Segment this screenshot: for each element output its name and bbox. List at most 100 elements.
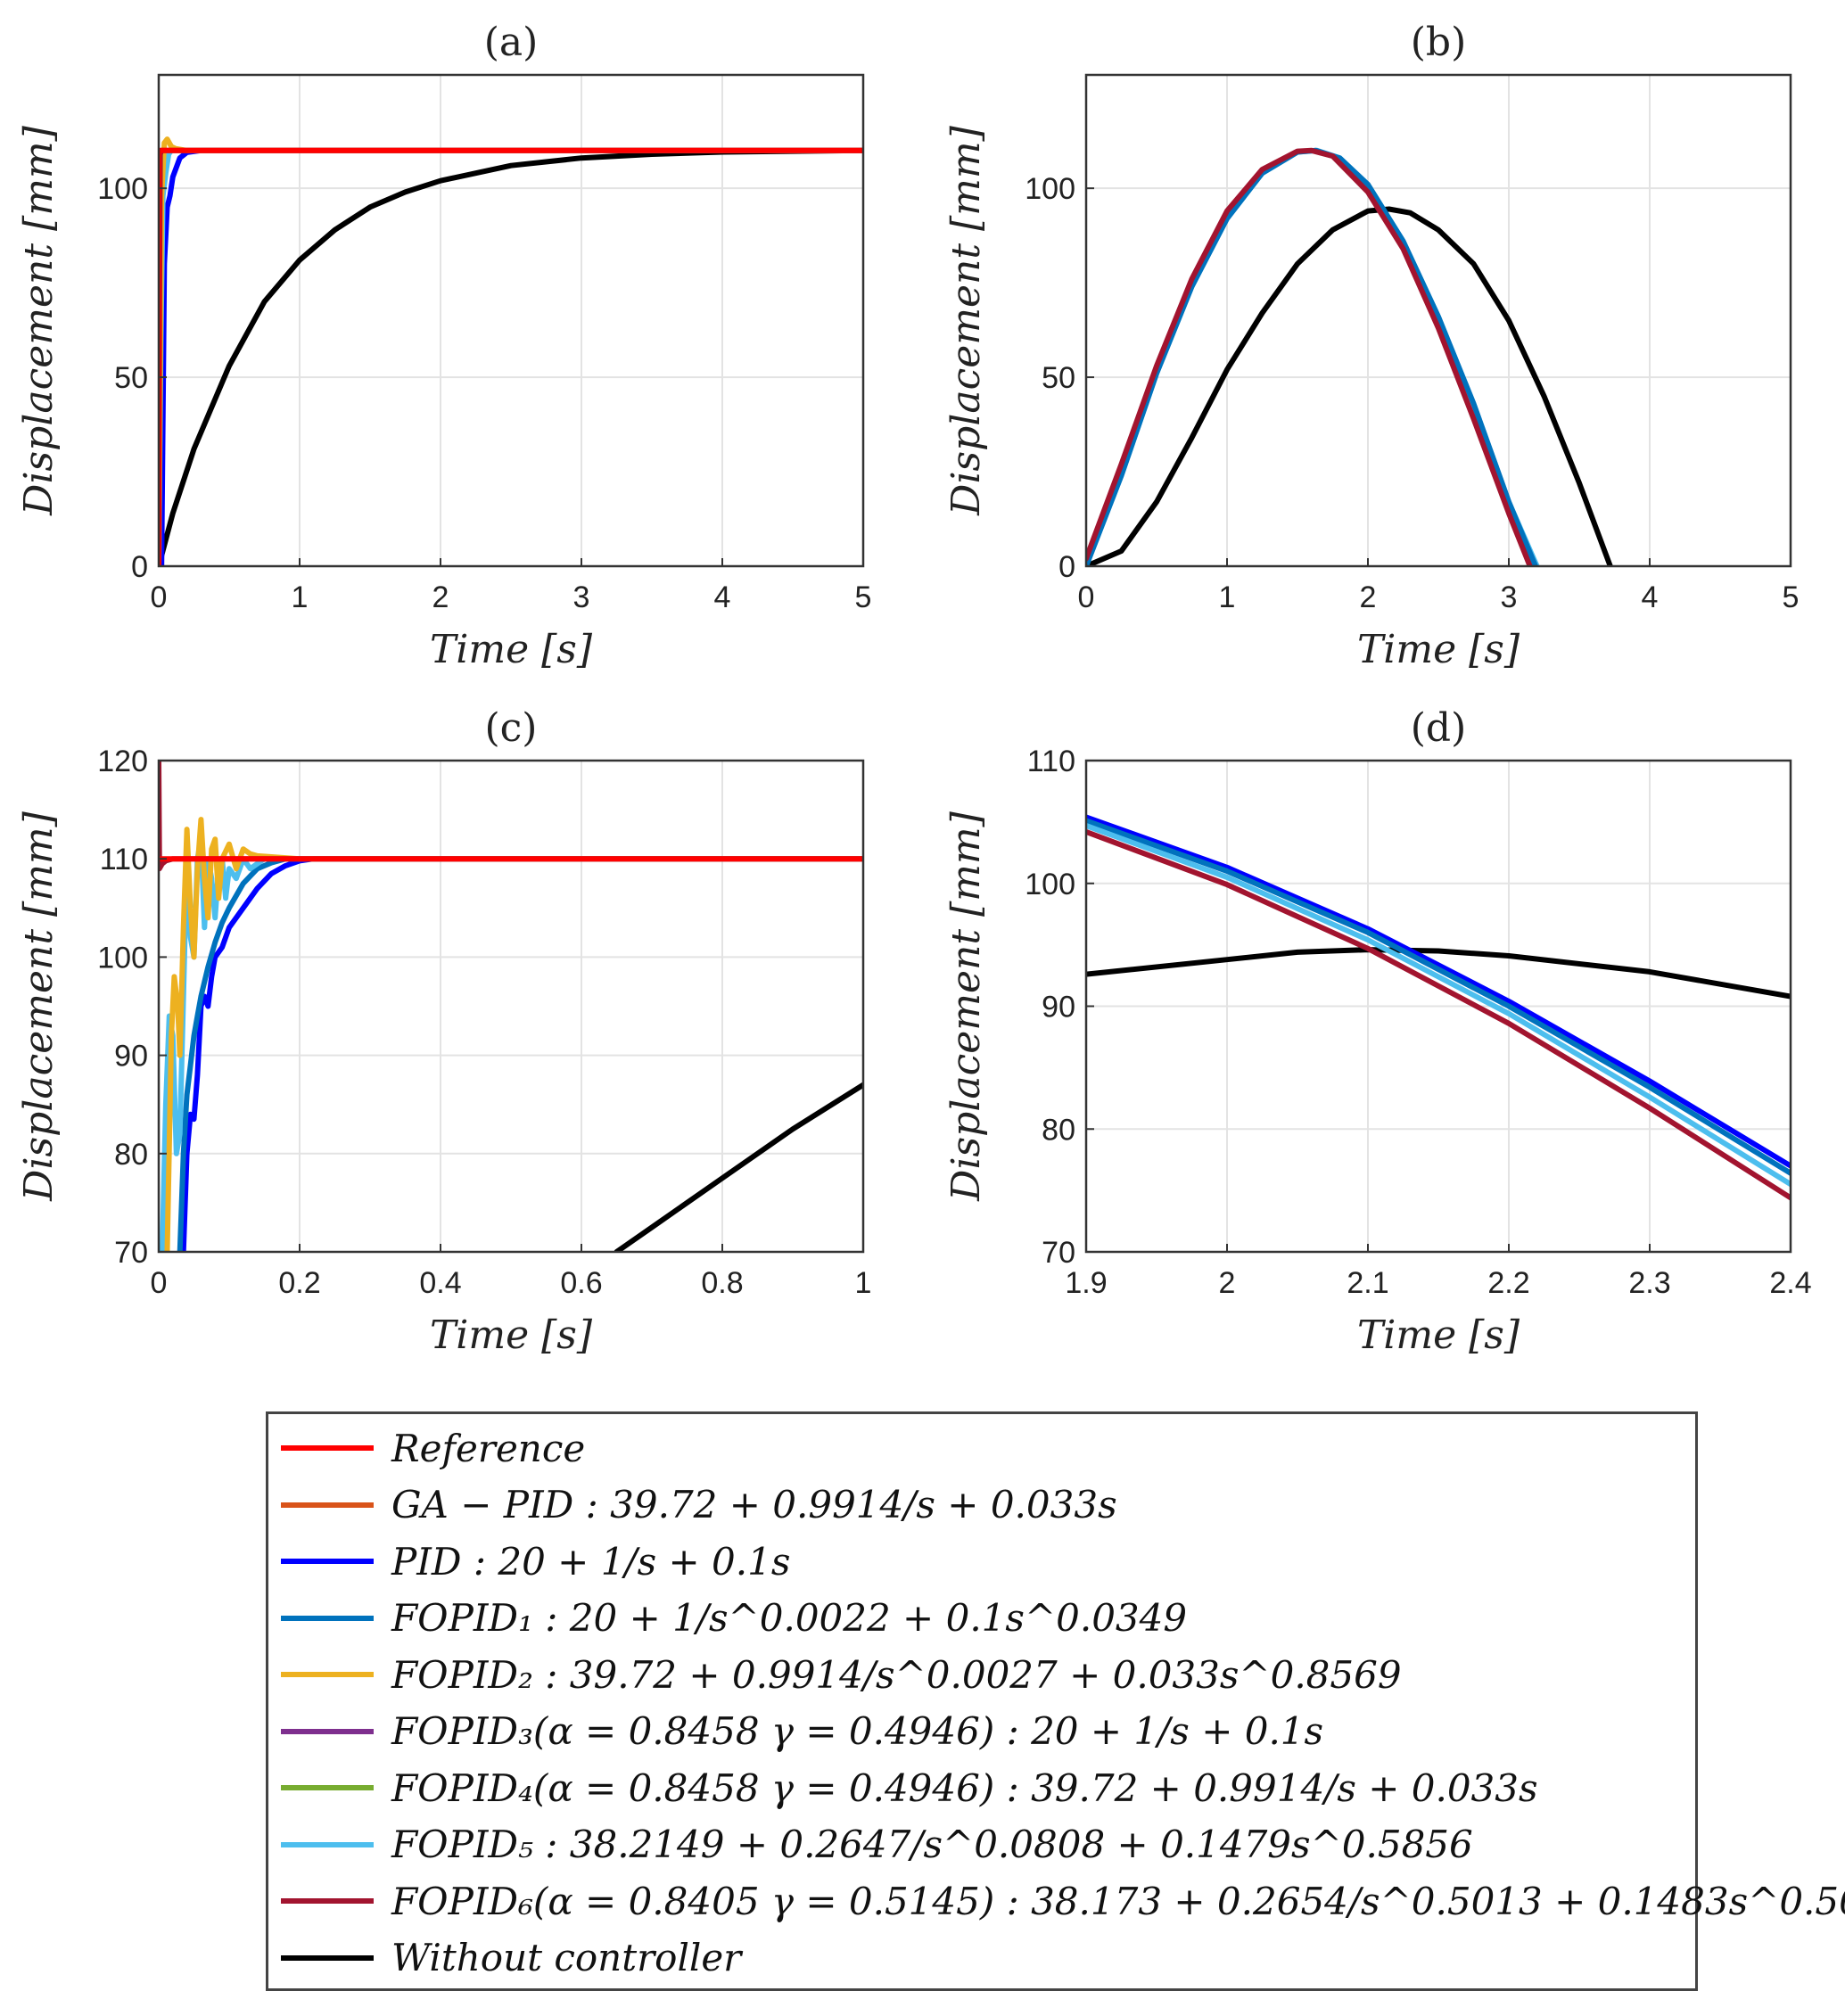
axes-frame bbox=[157, 759, 865, 1254]
x-tick-label: 5 bbox=[855, 580, 872, 614]
series-group bbox=[1086, 814, 1791, 1201]
legend-label: FOPID₆(α = 0.8405 γ = 0.5145) : 38.173 +… bbox=[391, 1879, 1845, 1923]
y-tick-label: 120 bbox=[97, 745, 148, 778]
legend: Reference GA − PID : 39.72 + 0.9914/s + 0… bbox=[266, 1411, 1845, 1991]
y-tick-label: 90 bbox=[1042, 991, 1075, 1024]
x-axis-label: Time [s] bbox=[430, 627, 593, 672]
legend-entry: FOPID₄(α = 0.8458 γ = 0.4946) : 39.72 + … bbox=[281, 1761, 1681, 1814]
legend-label: FOPID₅ : 38.2149 + 0.2647/s^0.0808 + 0.1… bbox=[391, 1823, 1473, 1866]
legend-swatch bbox=[281, 1785, 374, 1790]
legend-swatch bbox=[281, 1898, 374, 1904]
legend-entry: PID : 20 + 1/s + 0.1s bbox=[281, 1535, 1681, 1588]
x-axis-label: Time [s] bbox=[1357, 1312, 1520, 1358]
y-tick-label: 100 bbox=[1025, 868, 1075, 901]
x-tick-label: 2 bbox=[1360, 580, 1377, 614]
panel-title: (c) bbox=[485, 705, 538, 751]
x-tick-label: 0 bbox=[151, 580, 168, 614]
series-line-pid bbox=[180, 856, 863, 1252]
series-line-fopid-6 bbox=[159, 147, 863, 566]
series-line-fopid-2 bbox=[164, 817, 863, 1252]
x-tick-label: 5 bbox=[1783, 580, 1800, 614]
series-line-fopid-2 bbox=[159, 136, 863, 566]
series-line-without-controller bbox=[614, 1082, 863, 1252]
x-tick-label: 2.1 bbox=[1347, 1266, 1388, 1300]
series-line-fopid-5 bbox=[1086, 823, 1791, 1188]
series-line-pid bbox=[1086, 814, 1791, 1169]
y-tick-label: 50 bbox=[114, 361, 148, 395]
x-tick-label: 4 bbox=[1642, 580, 1659, 614]
x-axis-label: Time [s] bbox=[1357, 627, 1520, 672]
series-group bbox=[1086, 147, 1613, 566]
series-line-fopid-6 bbox=[1086, 147, 1533, 566]
y-axis-label: Displacement [mm] bbox=[16, 811, 62, 1201]
x-tick-label: 0.6 bbox=[560, 1266, 602, 1300]
y-axis-label: Displacement [mm] bbox=[16, 125, 62, 515]
x-tick-label: 0 bbox=[1078, 580, 1095, 614]
y-tick-label: 110 bbox=[1027, 745, 1075, 778]
x-tick-label: 2 bbox=[1219, 1266, 1236, 1300]
y-tick-label: 70 bbox=[1042, 1236, 1075, 1270]
legend-entry: FOPID₁ : 20 + 1/s^0.0022 + 0.1s^0.0349 bbox=[281, 1592, 1681, 1645]
legend-swatch bbox=[281, 1615, 374, 1621]
panel-title: (d) bbox=[1411, 705, 1467, 751]
panel-d: 1.9 2 2.1 2.2 2.3 2.4 70 80 90 100 110 (d) Time [s] D… bbox=[943, 705, 1812, 1358]
axes-frame bbox=[157, 73, 865, 568]
y-tick-label: 100 bbox=[97, 172, 148, 206]
legend-label: FOPID₃(α = 0.8458 γ = 0.4946) : 20 + 1/s… bbox=[391, 1709, 1324, 1753]
series-line-fopid-5 bbox=[159, 147, 863, 566]
x-tick-label: 2.4 bbox=[1769, 1266, 1811, 1300]
y-tick-label: 70 bbox=[114, 1236, 148, 1270]
panel-c: 0 0.2 0.4 0.6 0.8 1 70 80 90 100 110 120 (c) Time [s]… bbox=[16, 705, 871, 1358]
series-line-without-controller bbox=[1086, 206, 1613, 566]
x-tick-label: 3 bbox=[1501, 580, 1518, 614]
x-tick-label: 4 bbox=[714, 580, 731, 614]
x-tick-label: 1.9 bbox=[1065, 1266, 1107, 1300]
x-tick-label: 1 bbox=[855, 1266, 872, 1300]
series-line-without-controller bbox=[159, 147, 863, 566]
legend-swatch bbox=[281, 1841, 374, 1847]
y-tick-label: 80 bbox=[114, 1138, 148, 1172]
series-group bbox=[159, 761, 863, 1252]
y-tick-label: 100 bbox=[97, 941, 148, 975]
legend-swatch bbox=[281, 1672, 374, 1677]
series-group bbox=[159, 136, 863, 566]
y-tick-label: 0 bbox=[131, 550, 148, 584]
series-line-pid bbox=[159, 147, 863, 566]
x-tick-label: 0.2 bbox=[278, 1266, 320, 1300]
x-tick-label: 0 bbox=[151, 1266, 168, 1300]
x-tick-label: 0.8 bbox=[701, 1266, 743, 1300]
legend-label: FOPID₂ : 39.72 + 0.9914/s^0.0027 + 0.033… bbox=[391, 1652, 1402, 1697]
x-tick-label: 3 bbox=[573, 580, 590, 614]
panel-title: (b) bbox=[1411, 20, 1467, 65]
legend-swatch bbox=[281, 1502, 374, 1508]
y-tick-label: 90 bbox=[114, 1040, 148, 1074]
legend-entry: FOPID₃(α = 0.8458 γ = 0.4946) : 20 + 1/s… bbox=[281, 1705, 1681, 1758]
legend-label: Without controller bbox=[391, 1936, 742, 1979]
legend-label: GA − PID : 39.72 + 0.9914/s + 0.033s bbox=[391, 1483, 1117, 1526]
y-axis-label: Displacement [mm] bbox=[943, 811, 989, 1201]
series-line-fopid-6 bbox=[159, 761, 863, 872]
y-tick-label: 100 bbox=[1025, 172, 1075, 206]
legend-swatch bbox=[281, 1445, 374, 1451]
legend-label: Reference bbox=[391, 1426, 586, 1470]
series-line-fopid-6 bbox=[1086, 828, 1791, 1201]
legend-entry: FOPID₂ : 39.72 + 0.9914/s^0.0027 + 0.033… bbox=[281, 1648, 1681, 1701]
legend-swatch bbox=[281, 1728, 374, 1734]
legend-entry: FOPID₆(α = 0.8405 γ = 0.5145) : 38.173 +… bbox=[281, 1874, 1845, 1928]
x-tick-label: 2.3 bbox=[1628, 1266, 1670, 1300]
x-tick-label: 1 bbox=[1219, 580, 1236, 614]
x-axis-label: Time [s] bbox=[430, 1312, 593, 1358]
legend-swatch bbox=[281, 1954, 374, 1961]
legend-swatch bbox=[281, 1559, 374, 1564]
series-line-without-controller bbox=[1086, 947, 1791, 1000]
panel-title: (a) bbox=[484, 20, 539, 65]
axes-frame bbox=[1084, 73, 1792, 568]
x-tick-label: 2 bbox=[432, 580, 449, 614]
y-axis-label: Displacement [mm] bbox=[943, 125, 989, 515]
legend-entry: FOPID₅ : 38.2149 + 0.2647/s^0.0808 + 0.1… bbox=[281, 1818, 1681, 1872]
legend-entry: Without controller bbox=[281, 1931, 1681, 1985]
legend-label: FOPID₁ : 20 + 1/s^0.0022 + 0.1s^0.0349 bbox=[391, 1596, 1188, 1640]
